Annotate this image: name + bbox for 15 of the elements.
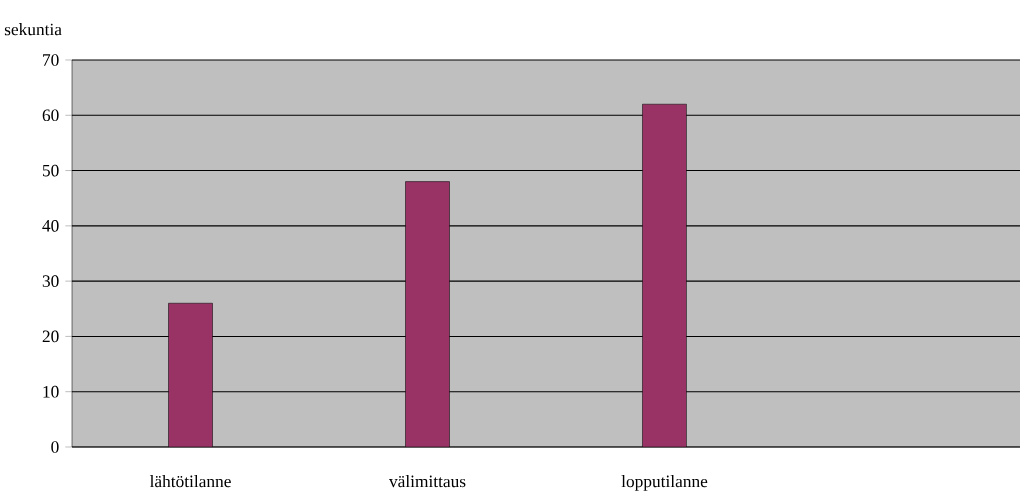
y-tick-label: 40 [42, 220, 59, 232]
y-tick-label: 70 [43, 54, 59, 66]
x-tick-label: lähtötilanne [149, 475, 231, 488]
y-tick-label: 20 [42, 330, 59, 343]
y-tick-label: 60 [42, 109, 59, 122]
y-axis-title: sekuntia [4, 23, 62, 36]
y-tick-label: 50 [42, 164, 59, 177]
y-tick-label: 0 [51, 441, 59, 453]
x-tick-label: lopputilanne [621, 475, 708, 491]
bar [642, 103, 687, 447]
bar [405, 181, 450, 447]
bar [168, 303, 213, 447]
y-tick-label: 30 [42, 275, 59, 287]
y-tick-label: 10 [43, 385, 59, 398]
x-tick-label: välimittaus [388, 475, 466, 488]
